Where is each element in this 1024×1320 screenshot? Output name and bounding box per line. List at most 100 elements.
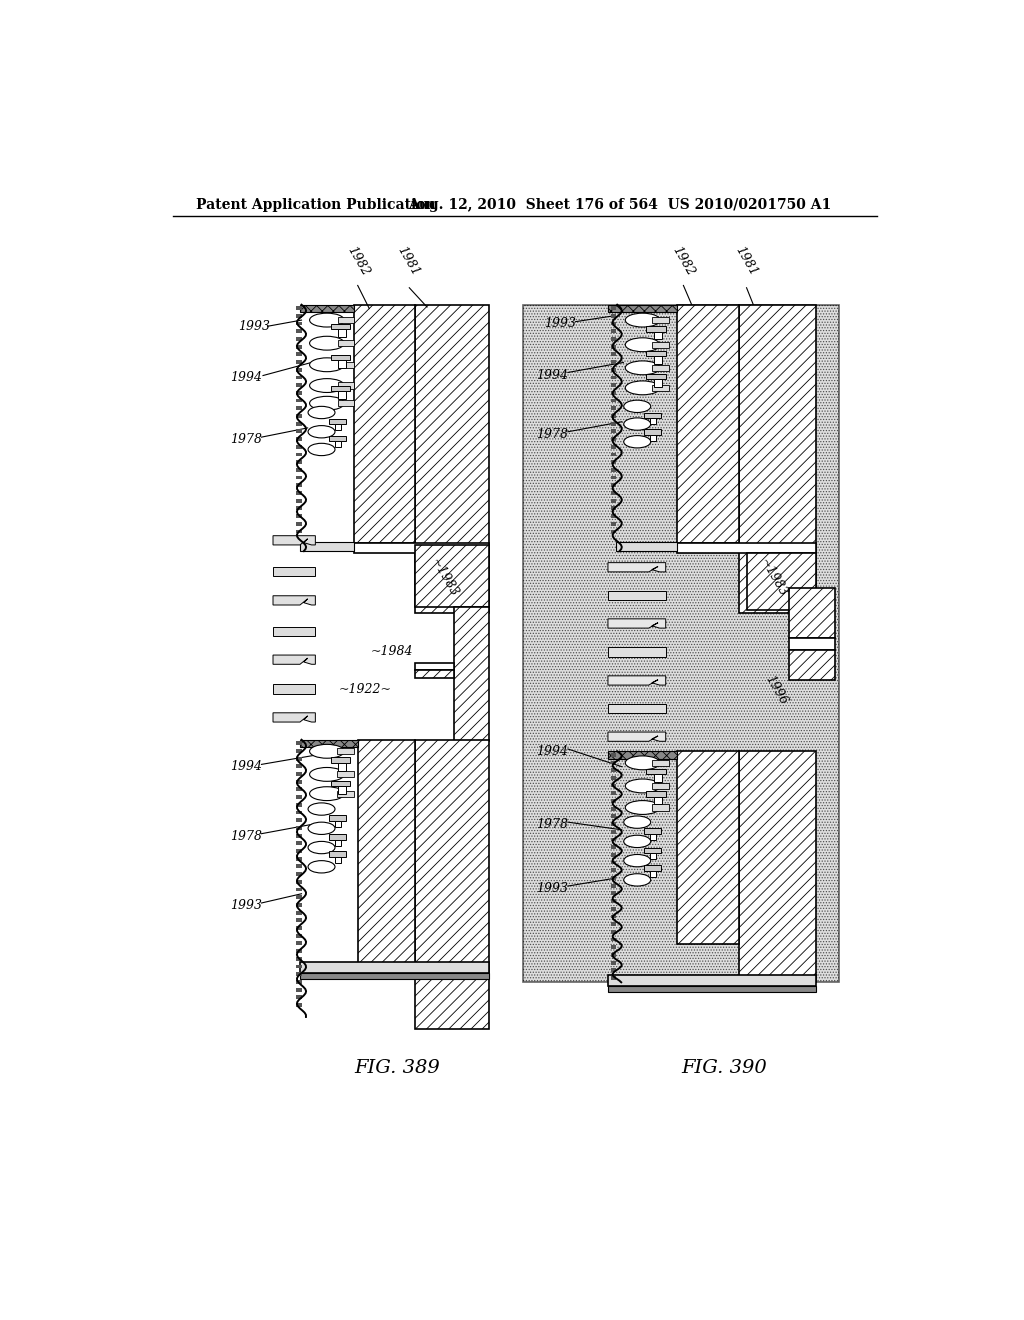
Bar [611,453,616,457]
Bar [739,751,816,982]
Bar [296,818,301,822]
Bar [608,591,666,601]
Bar [611,969,616,973]
Bar [611,376,616,379]
Text: 1978: 1978 [537,818,568,832]
Bar [273,627,315,636]
Bar [296,911,301,915]
Ellipse shape [309,767,344,781]
Bar [611,491,616,495]
Bar [335,424,341,430]
Bar [649,834,655,840]
Bar [296,895,301,899]
Bar [646,326,666,331]
Polygon shape [273,536,315,545]
Bar [296,422,301,425]
Bar [611,414,616,418]
Bar [654,356,662,364]
Bar [296,987,301,991]
Bar [296,887,301,891]
Bar [296,764,301,768]
Bar [746,553,816,610]
Bar [296,391,301,395]
Polygon shape [273,655,315,664]
Bar [339,341,354,346]
Bar [296,834,301,838]
Bar [331,385,350,391]
Bar [611,368,616,372]
Bar [416,545,488,607]
Bar [611,853,616,857]
Bar [296,742,301,744]
Bar [416,671,454,678]
Bar [652,364,669,371]
Bar [454,607,488,742]
Bar [296,973,301,977]
Bar [339,362,354,368]
Bar [644,429,662,434]
Bar [296,529,301,533]
Bar [296,903,301,907]
Bar [296,841,301,845]
Bar [611,776,616,780]
Bar [611,923,616,927]
Bar [611,429,616,433]
Polygon shape [608,676,666,685]
Ellipse shape [309,379,344,392]
Bar [330,834,346,840]
Polygon shape [273,713,315,722]
Bar [296,933,301,937]
Bar [608,974,816,986]
Bar [611,461,616,465]
Bar [339,360,346,368]
Ellipse shape [309,337,344,350]
Bar [296,521,301,525]
Bar [611,469,616,471]
Ellipse shape [308,803,335,816]
Bar [611,807,616,810]
Bar [611,345,616,348]
Bar [611,884,616,887]
Bar [611,830,616,834]
Bar [296,360,301,364]
Ellipse shape [308,425,335,438]
Text: 1996: 1996 [762,673,790,706]
Bar [611,752,616,756]
Bar [652,317,669,323]
Bar [649,434,655,441]
Bar [296,337,301,341]
Bar [649,853,655,859]
Bar [611,845,616,849]
Bar [330,436,346,441]
Bar [611,322,616,326]
Bar [611,475,616,479]
Bar [339,317,354,323]
Text: 1978: 1978 [537,428,568,441]
Ellipse shape [308,861,335,873]
Bar [296,429,301,433]
Bar [335,821,341,826]
Bar [296,399,301,403]
Ellipse shape [309,787,344,800]
Ellipse shape [624,874,650,886]
Bar [296,1003,301,1007]
Bar [300,543,354,552]
Ellipse shape [626,779,659,793]
Bar [611,529,616,533]
Bar [296,849,301,853]
Bar [331,758,350,763]
Text: 1982: 1982 [344,243,372,277]
Bar [654,379,662,387]
Bar [296,461,301,465]
Bar [296,957,301,961]
Bar [611,483,616,487]
Bar [335,857,341,863]
Bar [300,961,488,973]
Bar [611,799,616,803]
Bar [611,869,616,873]
Bar [296,803,301,807]
Text: ~1983: ~1983 [428,557,461,599]
Bar [296,483,301,487]
Bar [330,816,346,821]
Bar [296,330,301,333]
